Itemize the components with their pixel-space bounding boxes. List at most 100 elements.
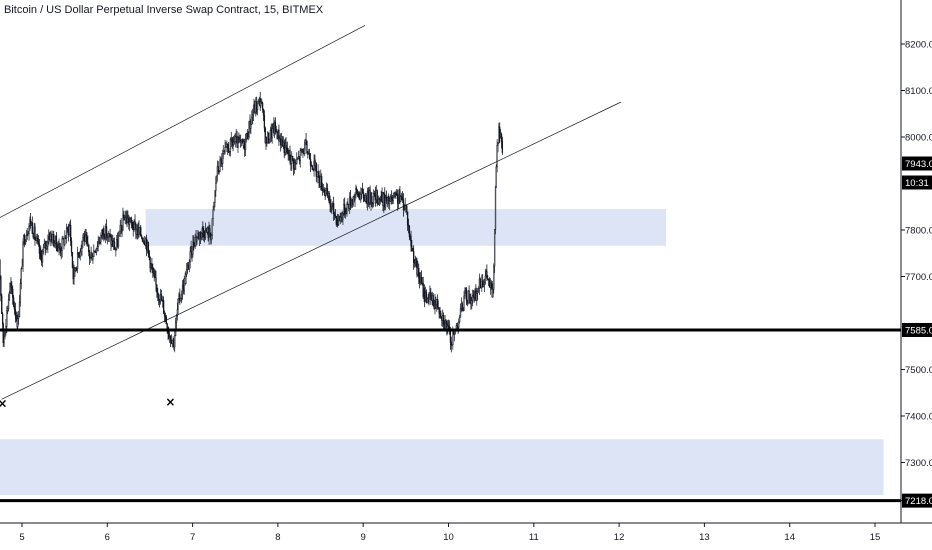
candle-body: [262, 109, 265, 116]
candle-body: [2, 323, 4, 343]
candle-body: [60, 250, 62, 254]
candle-body: [80, 248, 82, 253]
x-tick-label-8: 13: [699, 532, 710, 543]
level-label-1: 7218.0: [905, 496, 932, 507]
candle-body: [106, 236, 109, 239]
candle-body: [408, 225, 411, 238]
countdown-label-box: [902, 175, 932, 190]
candle-body: [422, 282, 424, 297]
chart-title: Bitcoin / US Dollar Perpetual Inverse Sw…: [4, 4, 324, 16]
drawing-lines[interactable]: [0, 25, 901, 503]
candle-body: [28, 225, 30, 234]
candle-body: [376, 190, 378, 204]
candle-body: [390, 196, 393, 199]
candle-body: [406, 211, 409, 226]
y-tick-label-5: 7500.0: [905, 365, 932, 376]
y-tick-label-4: 7700.0: [905, 272, 932, 283]
zone-1: [0, 439, 884, 496]
candle-body: [323, 188, 325, 193]
candle-body: [354, 194, 356, 201]
candle-body: [41, 251, 44, 263]
candle-body: [180, 294, 183, 299]
level-label-0-box: [902, 322, 932, 337]
candle-body: [163, 313, 166, 317]
candle-body: [7, 299, 10, 309]
candle-body: [471, 300, 473, 305]
candle-body: [346, 203, 348, 214]
candle-body: [27, 233, 29, 236]
candle-body: [50, 232, 52, 237]
candle-body: [77, 252, 80, 256]
candle-body: [326, 188, 329, 197]
candle-body: [119, 224, 121, 232]
candle-body: [476, 290, 479, 294]
candle-body: [175, 315, 178, 323]
candle-body: [388, 195, 390, 205]
candle-body: [472, 295, 474, 301]
candle-body: [483, 282, 486, 285]
candle-body: [152, 267, 154, 273]
candle-body: [38, 243, 41, 254]
candle-body: [361, 188, 364, 193]
candle-body: [295, 163, 297, 165]
candle-body: [241, 139, 244, 144]
candle-body: [232, 141, 235, 146]
candle-body: [26, 234, 28, 237]
candle-body: [92, 256, 94, 261]
candle-body: [82, 237, 84, 242]
candle-body: [227, 148, 230, 153]
candle-body: [185, 274, 187, 284]
candle-body: [267, 132, 270, 144]
candle-body: [15, 315, 17, 319]
highlight-zones: [0, 209, 884, 496]
candle-body: [500, 134, 503, 142]
candle-body: [344, 204, 346, 215]
candle-body: [296, 158, 298, 164]
candle-body: [309, 158, 312, 166]
candle-body: [494, 186, 497, 230]
candle-body: [452, 331, 454, 345]
candle-body: [53, 243, 56, 246]
candle-body: [212, 209, 214, 219]
candle-body: [331, 203, 333, 208]
candle-body: [209, 228, 211, 236]
candle-body: [222, 151, 224, 154]
candle-body: [1, 295, 3, 314]
x-marker-0: ×: [0, 397, 7, 411]
candle-body: [247, 136, 249, 140]
candle-body: [395, 192, 397, 195]
candle-body: [325, 190, 327, 196]
candle-body: [23, 234, 26, 245]
candle-body: [200, 232, 203, 238]
candle-body: [76, 252, 79, 270]
candle-body: [37, 241, 40, 245]
candle-body: [42, 247, 45, 252]
candle-body: [105, 226, 108, 238]
candle-body: [400, 196, 402, 202]
candle-body: [237, 136, 239, 148]
candle-body: [479, 278, 481, 286]
candle-body: [40, 250, 42, 257]
candle-body: [17, 316, 20, 319]
candle-body: [365, 194, 367, 203]
x-tick-label-4: 9: [361, 532, 366, 543]
candle-body: [162, 300, 165, 314]
candle-body: [229, 139, 232, 152]
candle-body: [413, 262, 416, 264]
candle-body: [134, 220, 136, 225]
candle-body: [286, 147, 288, 153]
candle-body: [250, 124, 252, 129]
candle-body: [468, 290, 470, 301]
candle-body: [260, 101, 262, 106]
candle-body: [358, 193, 360, 199]
candle-body: [149, 256, 151, 269]
candle-body: [10, 282, 12, 288]
candle-body: [271, 128, 273, 139]
candle-body: [64, 236, 66, 245]
candle-body: [234, 136, 236, 142]
candle-body: [117, 235, 120, 247]
candle-body: [445, 319, 447, 324]
candle-body: [68, 225, 70, 235]
candle-body: [100, 234, 102, 243]
